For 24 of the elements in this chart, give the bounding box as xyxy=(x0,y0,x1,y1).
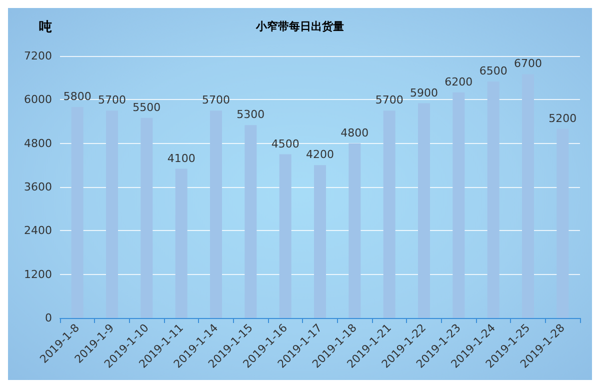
data-label: 4200 xyxy=(306,148,334,162)
data-label: 4100 xyxy=(167,152,196,165)
data-label: 5300 xyxy=(236,108,265,122)
chart-title: 小窄带每日出货量 xyxy=(255,20,344,33)
y-tick-label: 0 xyxy=(45,312,52,324)
data-label: 5200 xyxy=(548,112,577,125)
y-axis-title: 吨 xyxy=(39,20,52,35)
y-tick-label: 6000 xyxy=(24,93,52,106)
y-tick-label: 3600 xyxy=(24,180,52,194)
data-label: 6700 xyxy=(514,57,542,70)
data-label: 4800 xyxy=(340,126,369,140)
data-label: 5900 xyxy=(410,86,438,100)
data-label: 5700 xyxy=(375,94,404,107)
data-label: 4500 xyxy=(271,137,300,150)
data-label: 5500 xyxy=(132,100,161,114)
data-label: 5700 xyxy=(202,94,230,107)
data-label: 5700 xyxy=(98,94,126,107)
y-tick-label: 4800 xyxy=(24,136,52,150)
data-label: 6500 xyxy=(479,64,508,78)
y-tick-label: 2400 xyxy=(24,224,52,238)
data-label: 5800 xyxy=(63,90,92,103)
y-tick-label: 7200 xyxy=(24,50,52,62)
data-label: 6200 xyxy=(444,75,473,88)
y-tick-label: 1200 xyxy=(24,268,52,281)
